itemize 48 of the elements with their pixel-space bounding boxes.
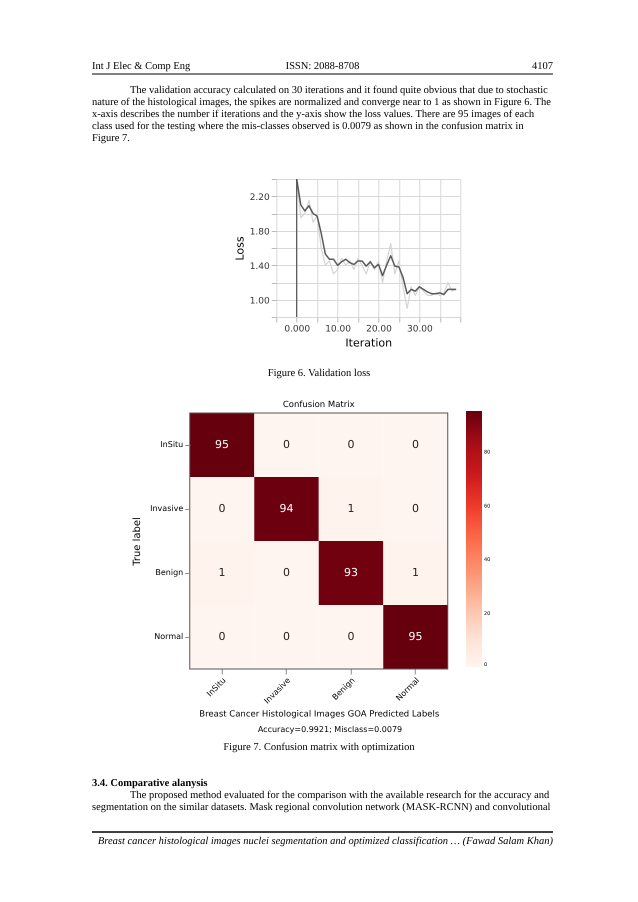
data-label: 93	[344, 566, 358, 579]
chart-title: Confusion Matrix	[282, 400, 355, 410]
data-label: 0	[348, 438, 354, 451]
text: Accuracy=0.9921; Misclass=0.0079	[258, 725, 402, 734]
data-label: 1	[218, 566, 226, 579]
data-label: 95	[215, 438, 229, 451]
caption: Figure 6. Validation loss	[268, 368, 370, 379]
y-tick-label: 2.20	[250, 192, 270, 203]
data-label: 0	[283, 438, 290, 451]
data-label: 0	[412, 502, 419, 515]
data-label: 0	[348, 630, 354, 643]
y-tick-label: 1.00	[250, 296, 270, 306]
text: The validation accuracy calculated on 30 iterations and it found quite obvious that due to stochastic	[130, 85, 548, 96]
data-label: 0	[218, 502, 226, 515]
data-label: 1	[348, 502, 354, 515]
data-label: 1	[412, 566, 419, 579]
x-tick-label: 0.000	[284, 324, 310, 334]
data-label: 95	[408, 630, 422, 643]
text: nature of the histological images, the spikes are normalized and converge near to 1 as shown in Figure 6. The	[92, 97, 552, 108]
text: x-axis describes the number if iterations and the y-axis show the loss values. There are 95 images of each	[92, 109, 535, 120]
data-label: 0	[283, 566, 290, 579]
x-axis-title: Breast Cancer Histological Images GOA Predicted Labels	[199, 710, 440, 720]
caption: Figure 7. Confusion matrix with optimization	[223, 742, 416, 753]
data-label: 0	[412, 438, 419, 451]
text: Int J Elec & Comp Eng	[92, 61, 192, 72]
y-tick-label: Benign	[155, 568, 184, 577]
text: The proposed method evaluated for the comparison with the available research for the accuracy and	[130, 790, 550, 801]
text: ISSN: 2088-8708	[286, 61, 360, 72]
x-axis-title: Iteration	[345, 336, 392, 350]
text: 3.4. Comparative alanysis	[92, 778, 208, 789]
data-label: 0	[218, 630, 226, 643]
text: 4107	[532, 61, 553, 72]
data-label: 94	[280, 502, 294, 515]
x-tick-label: 20.00	[366, 324, 392, 334]
y-axis-title: Loss	[234, 236, 247, 261]
data-label: 0	[283, 630, 290, 643]
y-tick-label: Normal	[154, 632, 184, 641]
text: class used for the testing where the mis-classes observed is 0.0079 as shown in the confusion matrix in	[92, 121, 524, 132]
y-tick-label: 1.40	[250, 262, 270, 272]
x-tick-label: 30.00	[406, 324, 434, 334]
y-tick-label: Invasive	[150, 504, 184, 513]
text: Breast cancer histological images nuclei segmentation and optimized classification … (Fawad Salam Khan)	[98, 836, 554, 847]
y-tick-label: InSitu	[160, 440, 184, 449]
x-tick-label: 10.00	[325, 324, 352, 334]
y-axis-title: True label	[132, 517, 144, 567]
text: segmentation on the similar datasets. Mask regional convolution network (MASK-RCNN) and convolutional	[92, 802, 551, 813]
y-tick-label: 1.80	[250, 227, 270, 238]
caption: Figure 7.	[92, 133, 130, 144]
